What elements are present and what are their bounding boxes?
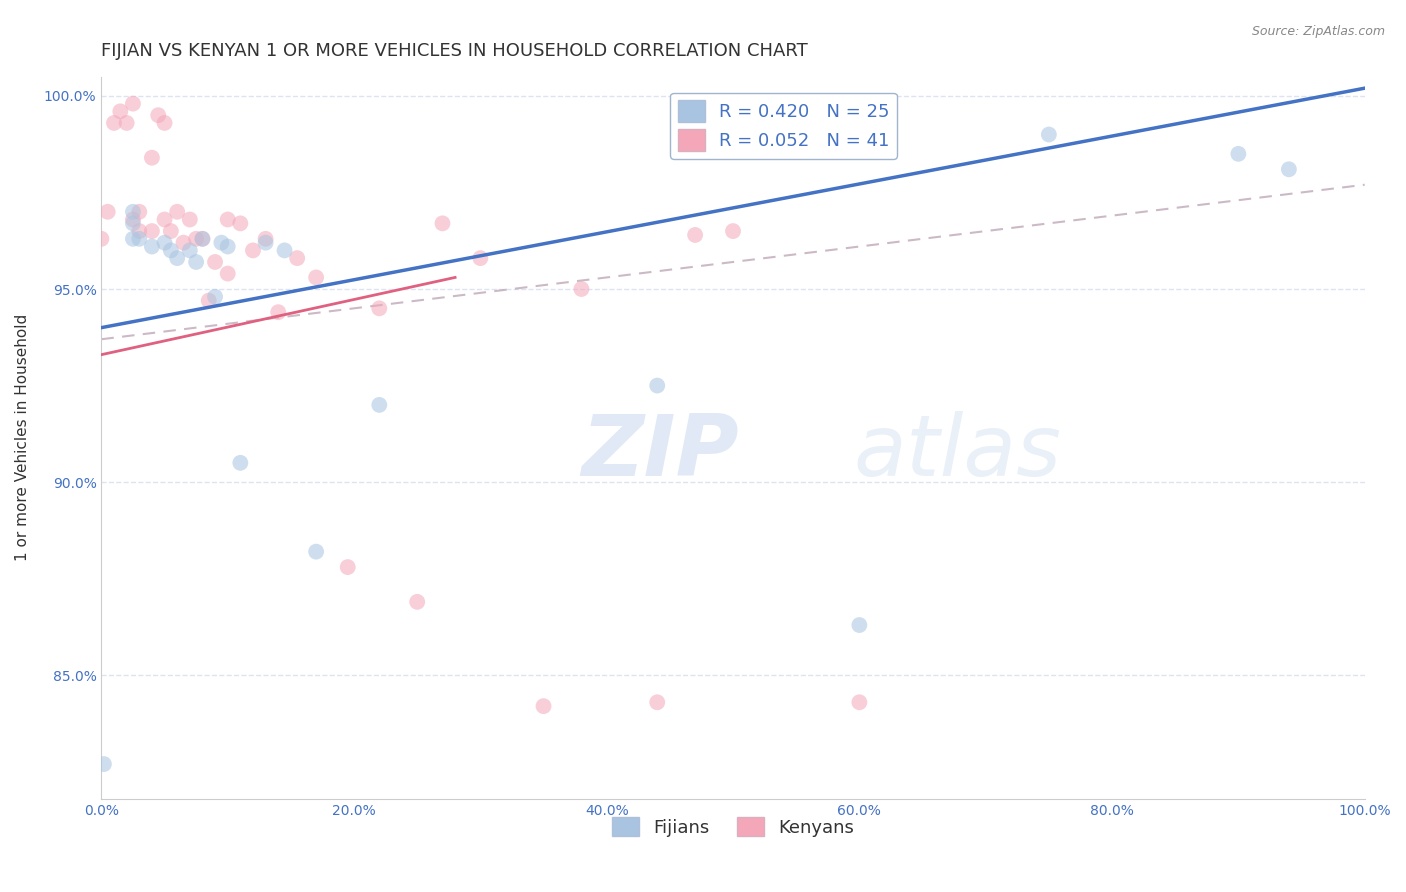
Point [179,212,201,227]
Point [305,270,328,285]
Point [166,251,188,265]
Point [1278,162,1301,177]
Text: Source: ZipAtlas.com: Source: ZipAtlas.com [1251,25,1385,38]
Point [93,757,115,772]
Point [110,104,132,119]
Point [90,232,112,246]
Point [173,235,195,250]
Point [97,204,120,219]
Point [533,699,555,714]
Text: FIJIAN VS KENYAN 1 OR MORE VEHICLES IN HOUSEHOLD CORRELATION CHART: FIJIAN VS KENYAN 1 OR MORE VEHICLES IN H… [101,42,808,60]
Point [122,96,145,111]
Point [229,456,252,470]
Point [166,204,188,219]
Point [103,116,125,130]
Point [153,116,176,130]
Point [141,151,163,165]
Point [721,224,744,238]
Point [160,244,183,258]
Point [267,305,290,319]
Point [191,232,214,246]
Point [204,255,226,269]
Point [254,232,277,246]
Point [153,212,176,227]
Point [571,282,593,296]
Point [242,244,264,258]
Point [305,544,328,558]
Point [217,239,239,253]
Point [128,224,150,238]
Point [122,204,145,219]
Point [148,108,170,122]
Point [160,224,183,238]
Point [217,212,239,227]
Point [122,216,145,230]
Point [683,227,706,242]
Point [217,267,239,281]
Point [336,560,359,574]
Point [128,204,150,219]
Point [254,235,277,250]
Point [368,301,391,316]
Point [368,398,391,412]
Point [848,618,870,632]
Point [1038,128,1060,142]
Point [153,235,176,250]
Point [179,244,201,258]
Point [184,232,207,246]
Point [141,239,163,253]
Point [191,232,214,246]
Point [645,378,668,392]
Point [204,290,226,304]
Point [470,251,492,265]
Legend: Fijians, Kenyans: Fijians, Kenyans [605,810,862,844]
Point [115,116,138,130]
Point [141,224,163,238]
Point [122,232,145,246]
Point [1227,146,1250,161]
Point [285,251,308,265]
Y-axis label: 1 or more Vehicles in Household: 1 or more Vehicles in Household [15,314,30,561]
Text: ZIP: ZIP [582,410,740,493]
Point [645,695,668,709]
Point [122,212,145,227]
Point [229,216,252,230]
Point [273,244,295,258]
Text: atlas: atlas [853,410,1062,493]
Point [406,595,429,609]
Point [197,293,219,308]
Point [209,235,232,250]
Point [128,232,150,246]
Point [184,255,207,269]
Point [848,695,870,709]
Point [432,216,454,230]
